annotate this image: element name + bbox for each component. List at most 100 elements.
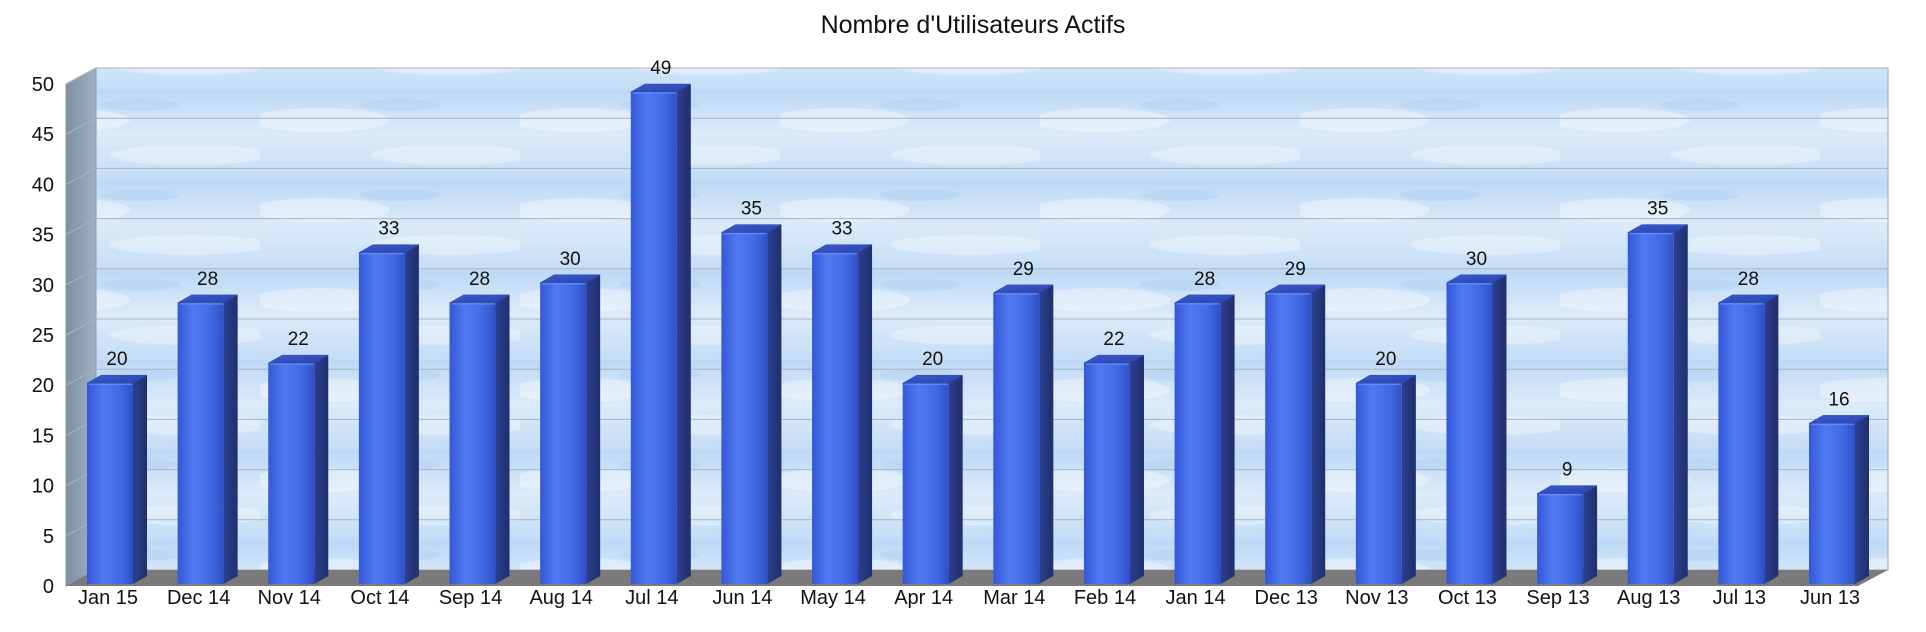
y-tick-label: 5 xyxy=(43,526,54,548)
x-tick-label: Jun 14 xyxy=(712,587,772,609)
bar-value-label: 30 xyxy=(1466,249,1487,270)
bar-value-label: 30 xyxy=(560,249,581,270)
bar-side xyxy=(1492,274,1507,584)
x-tick-label: Dec 14 xyxy=(167,587,230,609)
gridline-side xyxy=(65,167,97,185)
bar xyxy=(1265,292,1312,584)
x-tick-label: Mar 14 xyxy=(983,587,1045,609)
x-tick-label: May 14 xyxy=(800,587,866,609)
y-tick-label: 30 xyxy=(32,275,54,297)
bar-value-label: 35 xyxy=(1647,199,1668,220)
bar xyxy=(1083,363,1130,584)
bar-side xyxy=(1401,375,1416,584)
bar-top xyxy=(449,294,510,304)
x-tick-label: Aug 13 xyxy=(1617,587,1680,609)
bar-value-label: 22 xyxy=(288,329,309,350)
bar-value-label: 29 xyxy=(1013,259,1034,280)
x-tick-label: Jul 14 xyxy=(625,587,678,609)
bar xyxy=(902,383,949,584)
bar-value-label: 49 xyxy=(650,58,671,79)
bar-side xyxy=(858,244,873,584)
bar-top xyxy=(1264,284,1326,294)
y-tick-label: 0 xyxy=(43,576,54,598)
x-tick-label: Sep 13 xyxy=(1526,587,1589,609)
bar xyxy=(721,232,768,584)
y-tick-label: 25 xyxy=(32,325,54,347)
bar-value-label: 28 xyxy=(1738,269,1759,290)
chart-title: Nombre d'Utilisateurs Actifs xyxy=(821,11,1126,39)
bar xyxy=(87,383,133,584)
bar-value-label: 33 xyxy=(831,219,852,240)
x-tick-label: Oct 13 xyxy=(1438,587,1497,609)
bar-top xyxy=(1536,485,1598,494)
y-tick-label: 10 xyxy=(32,476,54,498)
bar xyxy=(1174,302,1221,584)
bar-top xyxy=(1446,274,1507,284)
x-tick-label: Dec 13 xyxy=(1255,587,1318,609)
bar-side xyxy=(314,355,329,584)
bar-side xyxy=(1673,224,1688,584)
bar-top xyxy=(630,83,692,93)
gridline-side xyxy=(65,67,97,85)
bar-top xyxy=(268,354,329,364)
bar xyxy=(1809,423,1855,584)
x-tick-label: Oct 14 xyxy=(350,587,409,609)
bar-side xyxy=(223,294,238,584)
bar-top xyxy=(1355,374,1417,384)
bar-side xyxy=(1039,284,1054,584)
y-tick-label: 15 xyxy=(32,425,54,447)
gridline-side xyxy=(65,218,97,236)
bar-value-label: 35 xyxy=(741,199,762,220)
bar-side xyxy=(133,375,147,584)
bar xyxy=(1718,302,1765,584)
bar-top xyxy=(721,224,782,233)
bar-top xyxy=(811,244,873,253)
bar-top xyxy=(1174,294,1235,304)
bar-side xyxy=(676,84,691,584)
x-tick-label: Sep 14 xyxy=(439,587,502,609)
bar-top xyxy=(177,294,238,304)
bar-value-label: 28 xyxy=(469,269,490,290)
y-tick-label: 45 xyxy=(32,124,54,146)
y-tick-label: 20 xyxy=(32,375,54,397)
bar xyxy=(1446,282,1493,584)
bar-top xyxy=(539,274,601,284)
bar-side xyxy=(948,375,963,584)
bar-side xyxy=(1583,485,1598,584)
bar-side xyxy=(1311,284,1326,584)
bar xyxy=(177,302,224,584)
bar xyxy=(449,302,496,584)
bar-side xyxy=(1855,415,1869,584)
x-tick-label: Feb 14 xyxy=(1074,587,1136,609)
x-tick-label: Nov 13 xyxy=(1345,587,1408,609)
bar-top xyxy=(1083,354,1145,364)
bar-top xyxy=(358,244,420,253)
x-tick-label: Nov 14 xyxy=(258,587,321,609)
bar-side xyxy=(495,294,510,584)
bar-value-label: 22 xyxy=(1103,329,1124,350)
x-tick-label: Aug 14 xyxy=(529,587,592,609)
y-tick-label: 40 xyxy=(32,174,54,196)
bar-value-label: 20 xyxy=(106,349,127,370)
x-tick-label: Jul 13 xyxy=(1713,587,1766,609)
x-tick-label: Jun 13 xyxy=(1800,587,1860,609)
bar-value-label: 20 xyxy=(1375,349,1396,370)
bar-top xyxy=(993,284,1054,294)
bar xyxy=(358,252,405,584)
x-tick-label: Jan 15 xyxy=(78,587,138,609)
gridline-side xyxy=(65,368,97,386)
bar-value-label: 29 xyxy=(1285,259,1306,280)
bar xyxy=(993,292,1040,584)
bar xyxy=(630,92,677,584)
gridline-side xyxy=(65,117,97,135)
bar xyxy=(812,252,859,584)
bar-value-label: 28 xyxy=(197,269,218,290)
bar-value-label: 20 xyxy=(922,349,943,370)
bar xyxy=(1627,232,1674,584)
chart-floor xyxy=(66,570,1888,586)
bar-side xyxy=(1129,355,1144,584)
y-tick-label: 35 xyxy=(32,225,54,247)
bar-side xyxy=(404,244,419,584)
